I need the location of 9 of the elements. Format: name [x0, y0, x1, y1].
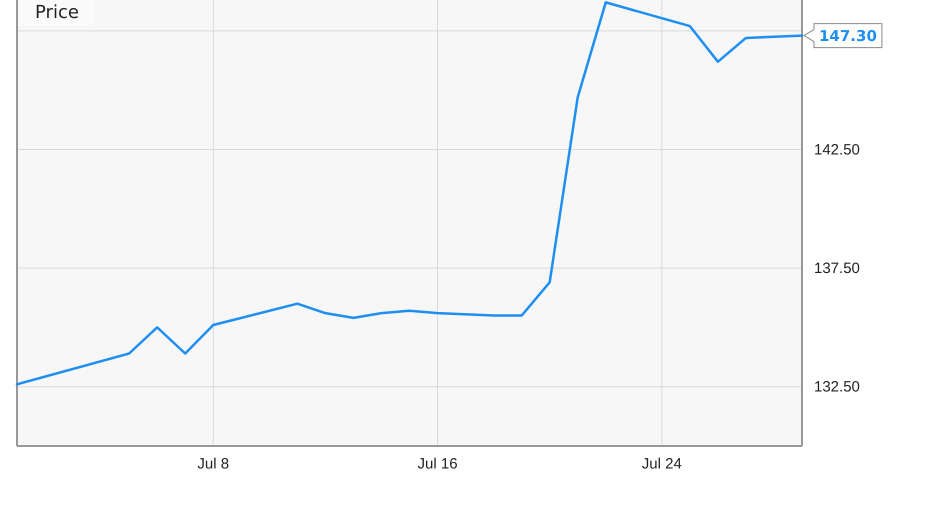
y-tick-label: 137.50: [814, 260, 860, 277]
data-label: 147.30: [819, 26, 877, 45]
y-tick-label: 132.50: [814, 378, 860, 396]
x-tick-label: Jul 8: [197, 456, 230, 473]
line-series: [16, 1, 804, 386]
y-tick-label: 142.50: [814, 141, 860, 158]
x-tick-label: Jul 24: [642, 456, 682, 473]
chart-title: Price: [35, 2, 79, 23]
x-tick-label: Jul 16: [418, 456, 458, 473]
